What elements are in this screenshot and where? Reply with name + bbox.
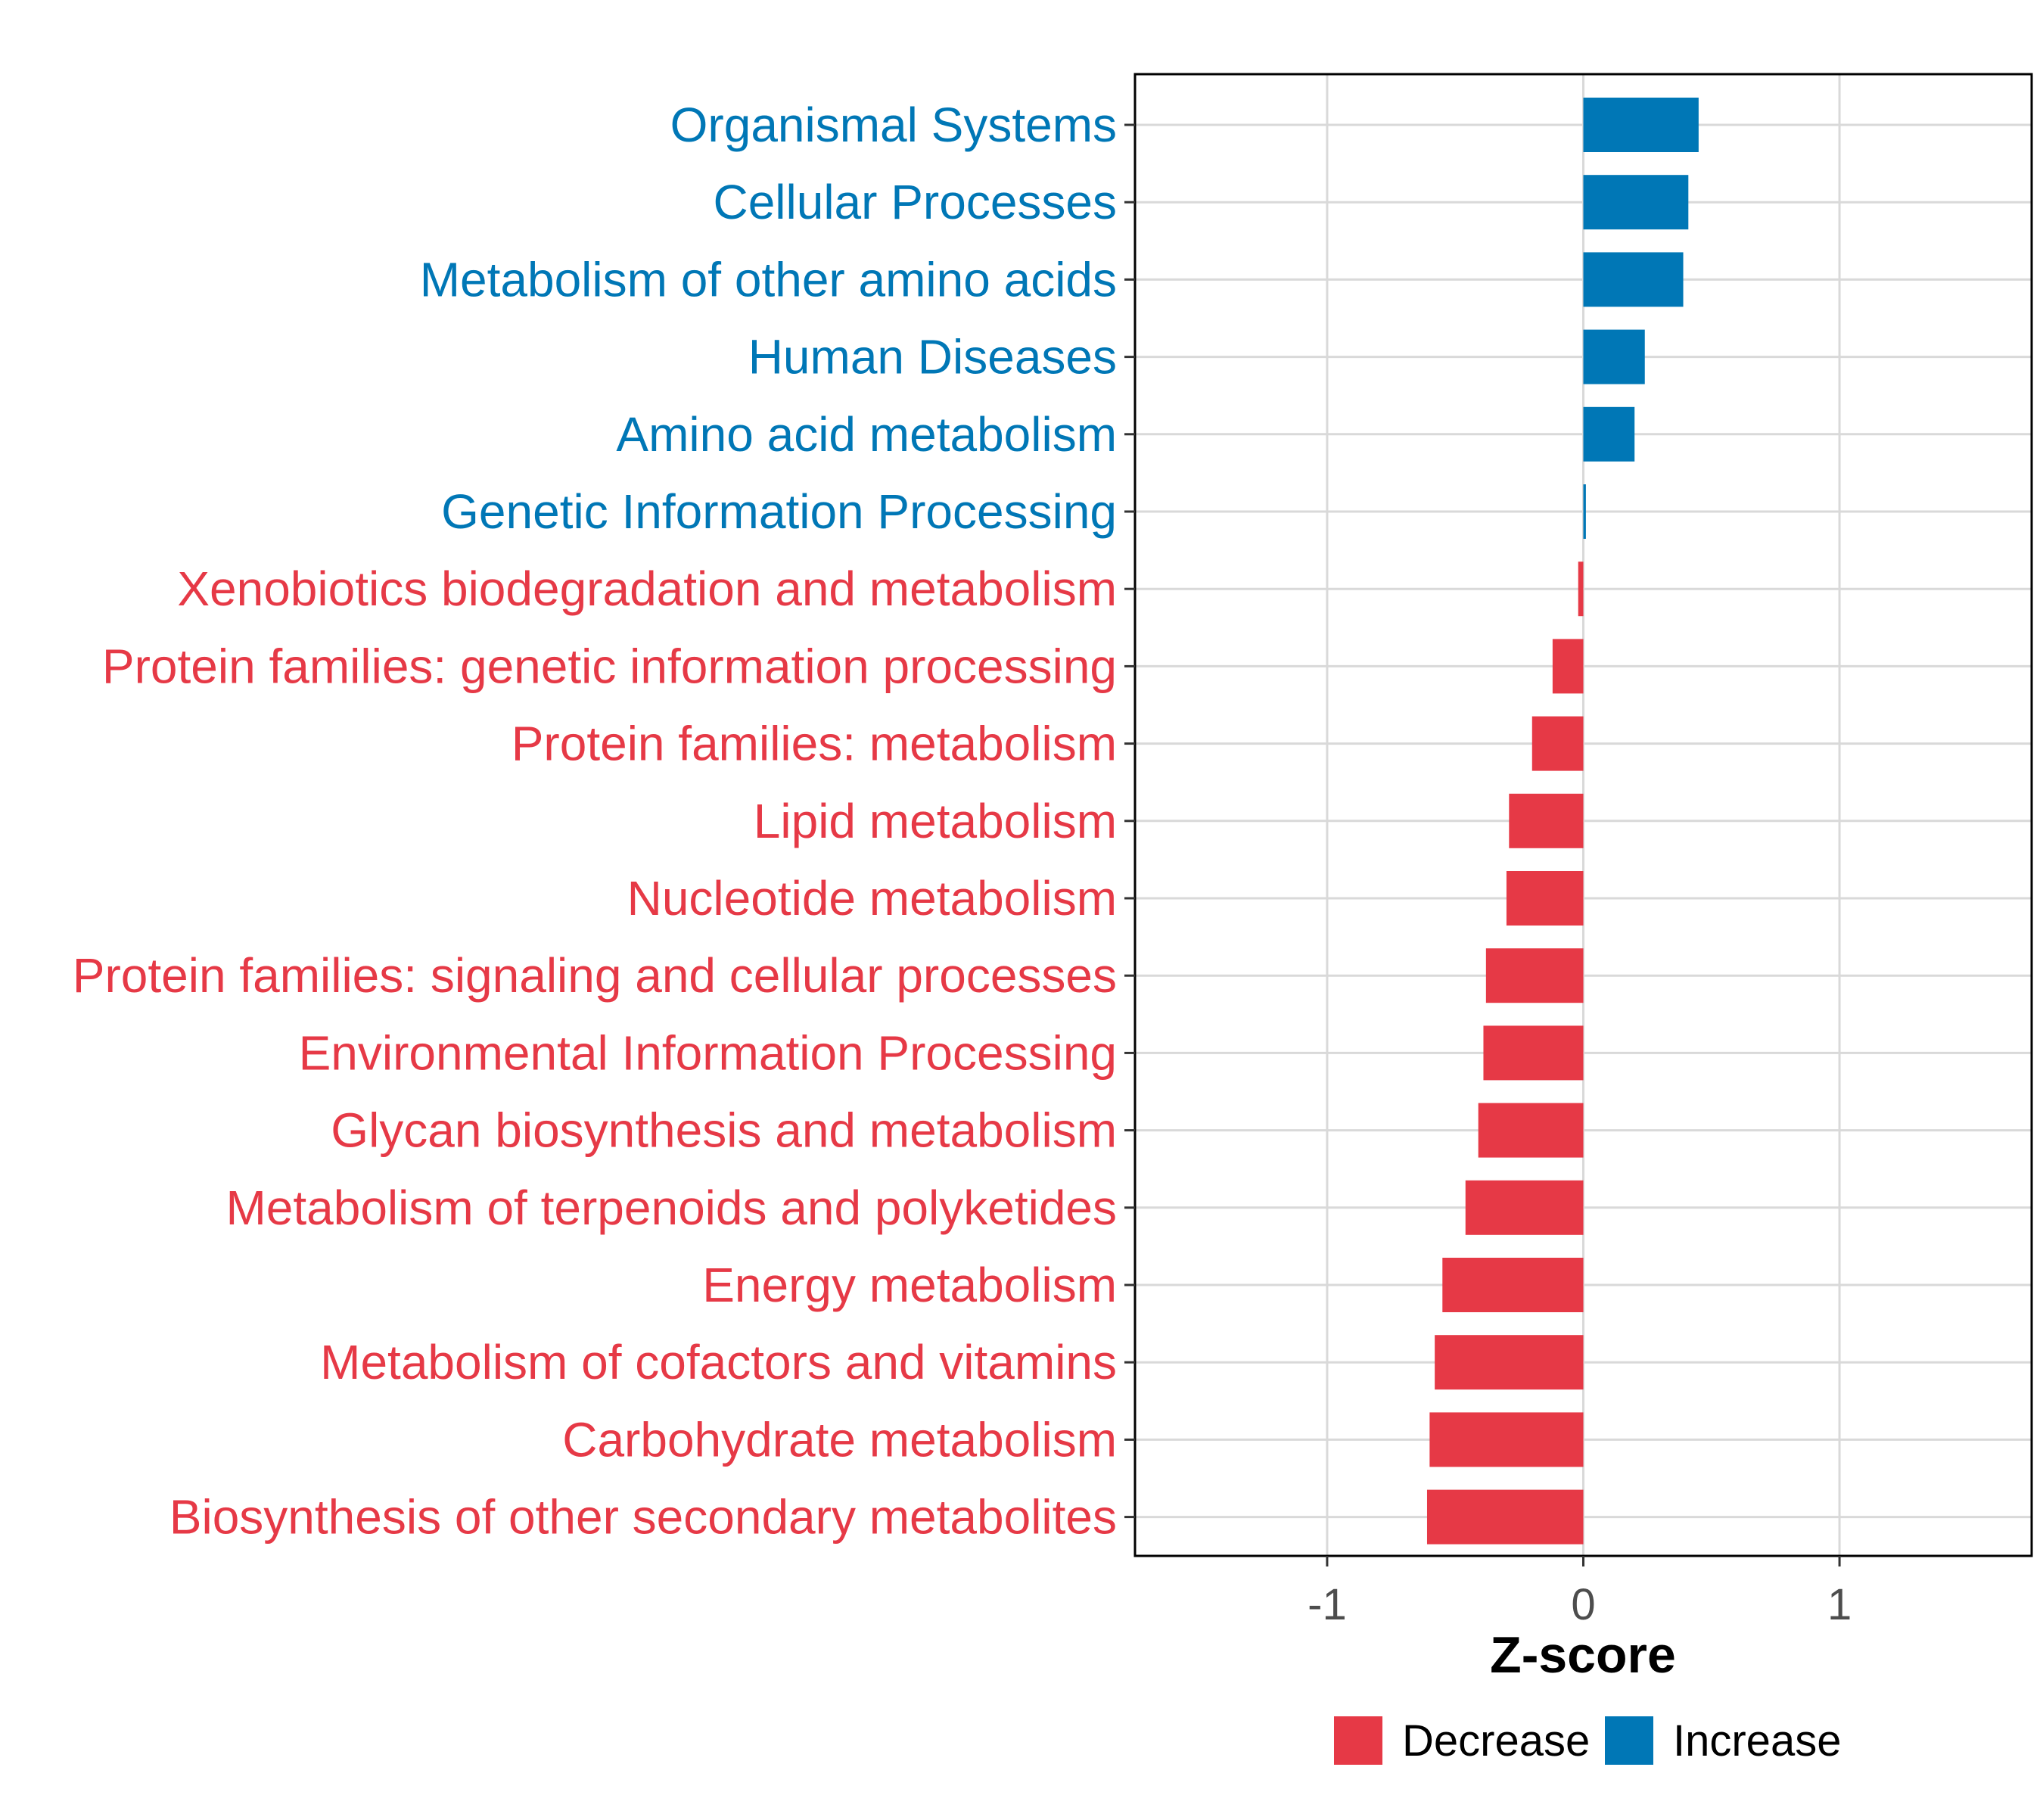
category-label: Genetic Information Processing — [441, 484, 1117, 539]
bar — [1442, 1258, 1584, 1312]
category-label: Metabolism of other amino acids — [420, 252, 1117, 306]
category-label: Protein families: genetic information pr… — [102, 639, 1117, 693]
bar — [1478, 1103, 1584, 1158]
bar — [1583, 406, 1635, 462]
bar — [1429, 1412, 1584, 1467]
x-tick-layer: -1 0 1 — [1308, 1556, 1852, 1629]
category-label: Nucleotide metabolism — [627, 871, 1117, 926]
bar — [1583, 252, 1684, 307]
legend-key — [1334, 1716, 1382, 1765]
category-label: Environmental Information Processing — [299, 1025, 1117, 1080]
category-label: Glycan biosynthesis and metabolism — [331, 1103, 1117, 1158]
category-label: Energy metabolism — [702, 1258, 1117, 1312]
category-label: Metabolism of terpenoids and polyketides — [225, 1181, 1117, 1235]
bar — [1435, 1335, 1584, 1390]
bar — [1552, 639, 1584, 694]
x-axis-title: Z-score — [1490, 1626, 1676, 1684]
legend-label: Decrease — [1402, 1716, 1590, 1766]
bar — [1583, 329, 1645, 384]
category-label: Amino acid metabolism — [616, 407, 1117, 462]
category-label: Cellular Processes — [713, 175, 1117, 229]
category-label: Xenobiotics biodegradation and metabolis… — [177, 562, 1117, 616]
category-label: Organismal Systems — [670, 98, 1117, 152]
x-tick-label: 1 — [1827, 1580, 1852, 1629]
x-tick-label: -1 — [1308, 1580, 1347, 1629]
bar — [1483, 1025, 1584, 1081]
bar-layer — [1426, 98, 1699, 1545]
category-label: Protein families: metabolism — [512, 717, 1117, 771]
bar — [1531, 716, 1584, 771]
bar — [1506, 871, 1584, 926]
bar — [1583, 484, 1586, 539]
category-label: Lipid metabolism — [754, 794, 1117, 848]
bar — [1578, 562, 1584, 617]
y-tick-layer: Organismal Systems Cellular Processes Meta… — [73, 98, 1135, 1545]
bar — [1485, 948, 1584, 1003]
legend: Decrease Increase — [1334, 1716, 1841, 1766]
x-tick-label: 0 — [1571, 1580, 1595, 1629]
legend-key — [1605, 1716, 1653, 1765]
bar — [1465, 1180, 1584, 1235]
category-label: Protein families: signaling and cellular… — [73, 948, 1117, 1003]
category-label: Human Diseases — [748, 330, 1117, 384]
bar — [1583, 98, 1699, 152]
bar — [1583, 175, 1689, 230]
category-label: Carbohydrate metabolism — [562, 1412, 1117, 1467]
category-label: Metabolism of cofactors and vitamins — [320, 1335, 1117, 1389]
legend-label: Increase — [1673, 1716, 1841, 1766]
bar — [1426, 1489, 1584, 1545]
category-label: Biosynthesis of other secondary metaboli… — [169, 1490, 1117, 1545]
bar — [1509, 793, 1584, 848]
